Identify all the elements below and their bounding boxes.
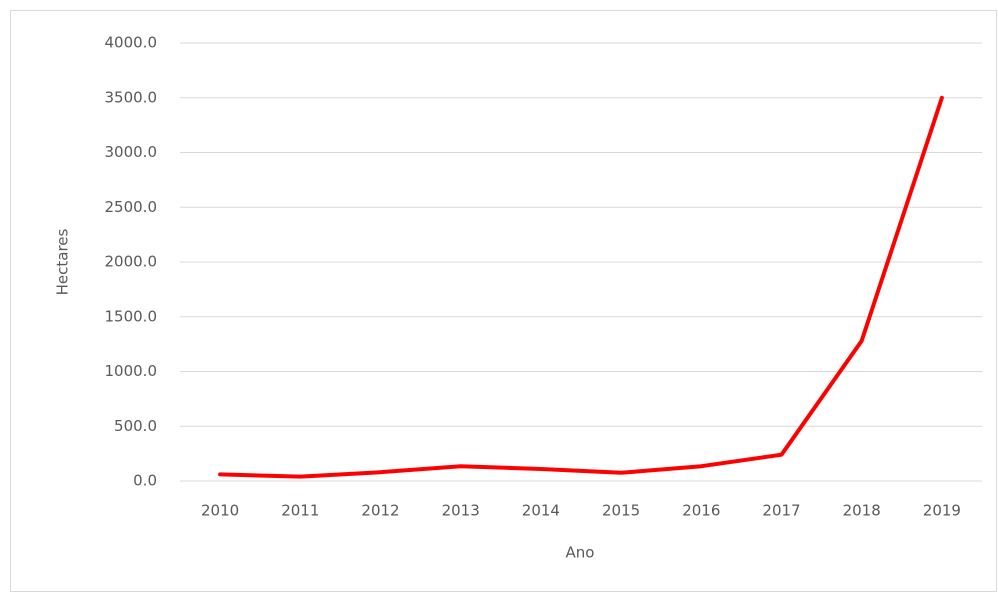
x-tick-label: 2010 <box>201 502 239 520</box>
y-tick-label: 1500.0 <box>105 307 158 325</box>
x-axis-title: Ano <box>566 544 595 562</box>
x-tick-label: 2016 <box>682 502 720 520</box>
data-line <box>218 95 944 479</box>
x-tick-label: 2017 <box>762 502 800 520</box>
y-tick-label: 500.0 <box>114 417 157 435</box>
y-tick-label: 3500.0 <box>105 88 158 106</box>
x-tick-label: 2015 <box>602 502 640 520</box>
chart-frame <box>10 10 997 592</box>
y-tick-label: 2500.0 <box>105 198 158 216</box>
x-tick-label: 2011 <box>281 502 319 520</box>
x-tick-label: 2013 <box>442 502 480 520</box>
y-axis-title: Hectares <box>54 228 72 295</box>
y-tick-label: 0.0 <box>133 472 157 490</box>
y-tick-label: 2000.0 <box>105 253 158 271</box>
y-tick-label: 3000.0 <box>105 143 158 161</box>
y-tick-label: 1000.0 <box>105 362 158 380</box>
y-tick-label: 4000.0 <box>105 34 158 52</box>
x-tick-label: 2014 <box>522 502 560 520</box>
x-tick-label: 2019 <box>923 502 961 520</box>
x-tick-label: 2018 <box>843 502 881 520</box>
x-tick-label: 2012 <box>361 502 399 520</box>
